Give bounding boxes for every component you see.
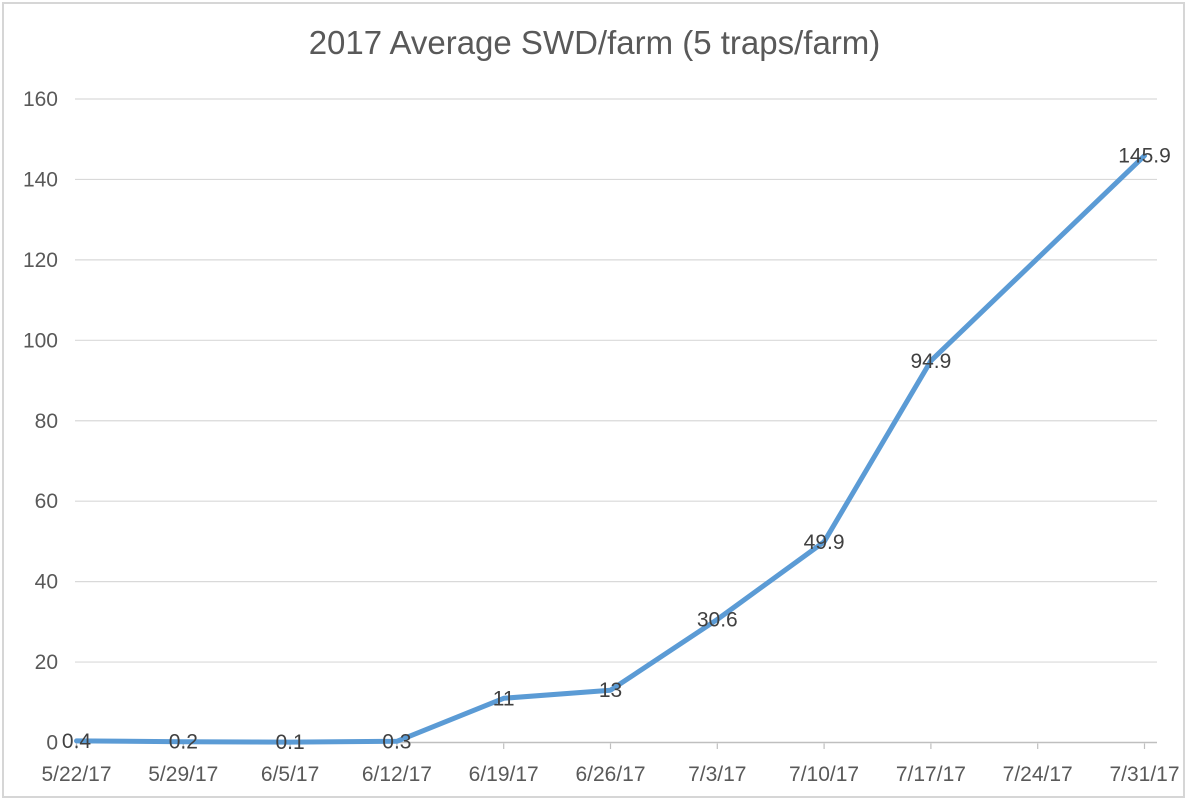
y-axis-tick-label: 160 xyxy=(23,88,58,111)
y-axis-tick-label: 100 xyxy=(23,329,58,352)
x-axis-tick-label: 7/17/17 xyxy=(896,763,966,786)
data-label: 0.4 xyxy=(62,730,92,753)
data-label: 0.2 xyxy=(169,731,198,754)
data-label: 30.6 xyxy=(697,608,738,631)
x-axis-tick-label: 6/12/17 xyxy=(362,763,432,786)
x-axis-tick-label: 6/19/17 xyxy=(469,763,539,786)
x-axis-tick-label: 6/5/17 xyxy=(261,763,319,786)
x-axis-tick-label: 7/31/17 xyxy=(1109,763,1179,786)
data-label: 0.1 xyxy=(275,731,304,754)
x-axis-tick-label: 7/10/17 xyxy=(789,763,859,786)
series-line xyxy=(74,153,1147,745)
y-axis-tick-label: 0 xyxy=(46,732,58,755)
chart-title: 2017 Average SWD/farm (5 traps/farm) xyxy=(308,24,881,61)
data-label: 49.9 xyxy=(804,531,845,554)
data-label: 0.3 xyxy=(382,730,411,753)
y-axis-tick-label: 80 xyxy=(35,410,58,433)
x-axis-tick-label: 6/26/17 xyxy=(575,763,645,786)
data-label: 145.9 xyxy=(1118,145,1171,168)
y-axis-tick-label: 60 xyxy=(35,490,58,513)
x-axis-tick-label: 7/3/17 xyxy=(688,763,746,786)
y-axis-tick-label: 40 xyxy=(35,571,58,594)
x-axis-tick-label: 5/29/17 xyxy=(148,763,218,786)
x-axis-tick-label: 5/22/17 xyxy=(41,763,111,786)
y-axis-tick-label: 120 xyxy=(23,249,58,272)
y-axis-tick-label: 140 xyxy=(23,168,58,191)
data-label: 94.9 xyxy=(910,350,951,373)
x-axis-tick-label: 7/24/17 xyxy=(1003,763,1073,786)
y-axis-tick-label: 20 xyxy=(35,651,58,674)
data-label: 11 xyxy=(493,687,515,710)
data-label: 13 xyxy=(599,679,622,702)
